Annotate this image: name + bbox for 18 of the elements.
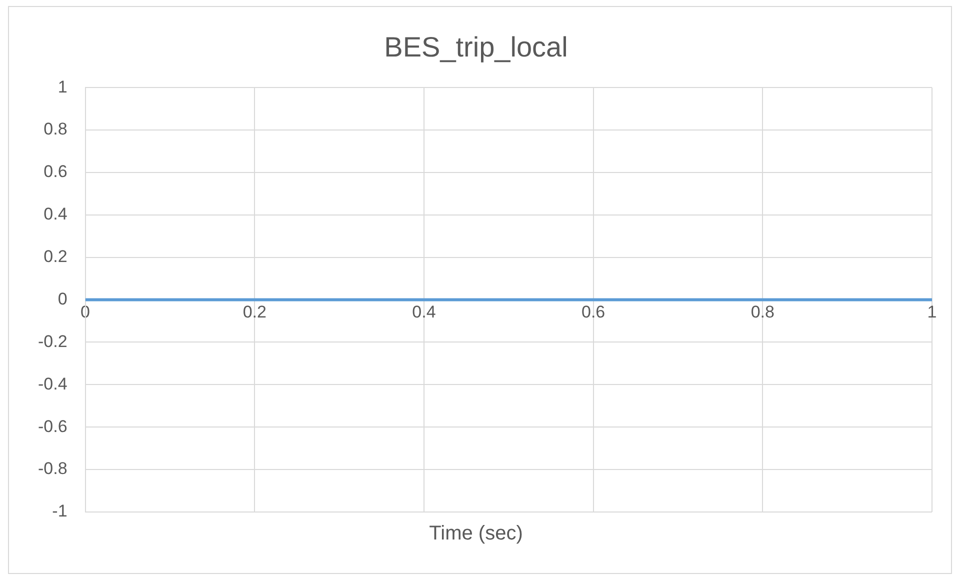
x-tick-label: 0.8 xyxy=(750,302,774,322)
y-tick-label: 0 xyxy=(58,289,68,308)
x-axis-title: Time (sec) xyxy=(429,522,523,545)
y-tick-label: 0.2 xyxy=(44,247,68,266)
y-tick-label: -0.4 xyxy=(38,374,68,394)
x-tick-label: 0.2 xyxy=(242,302,266,322)
y-tick-label: -1 xyxy=(52,502,68,521)
x-tick-label: 1 xyxy=(927,302,937,322)
x-tick-label: 0.4 xyxy=(412,302,436,322)
y-tick-label: -0.8 xyxy=(38,459,68,478)
y-tick-label: -0.2 xyxy=(38,332,68,351)
y-tick-label: 0.4 xyxy=(44,204,68,224)
chart-title: BES_trip_local xyxy=(384,32,568,63)
y-tick-label: 1 xyxy=(58,77,68,96)
y-tick-label: 0.6 xyxy=(44,162,68,182)
x-tick-label: 0.6 xyxy=(581,302,606,322)
y-tick-label: -0.6 xyxy=(38,416,68,436)
y-tick-label: 0.8 xyxy=(44,120,68,139)
